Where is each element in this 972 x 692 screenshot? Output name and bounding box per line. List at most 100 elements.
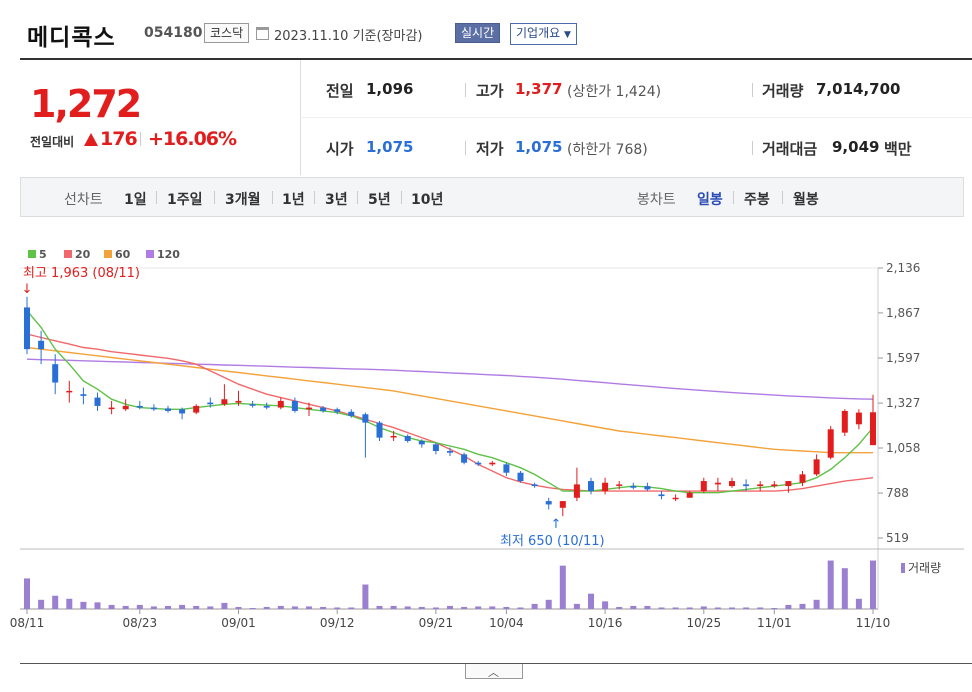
volume-bar bbox=[545, 599, 552, 609]
volume-bar bbox=[827, 560, 834, 609]
legend-swatch bbox=[64, 250, 72, 258]
x-tick-label: 11/01 bbox=[757, 616, 792, 630]
volume-bar bbox=[390, 605, 397, 609]
realtime-button[interactable]: 실시간 bbox=[455, 23, 501, 43]
prev-close-value: 1,096 bbox=[366, 80, 414, 98]
period-1d[interactable]: 1일 bbox=[124, 192, 147, 208]
volume-bar bbox=[165, 605, 171, 609]
candle-body bbox=[602, 482, 609, 492]
low-label: 저가 bbox=[476, 140, 504, 158]
volume-bar bbox=[616, 606, 623, 609]
candle-body bbox=[249, 404, 256, 406]
candle-body bbox=[348, 411, 355, 416]
candle-body bbox=[588, 481, 594, 492]
volume-label: 거래량 bbox=[762, 82, 804, 100]
candle-daily[interactable]: 일봉 bbox=[697, 192, 723, 208]
high-annotation: 최고 1,963 (08/11) bbox=[23, 266, 140, 281]
candle-body bbox=[263, 405, 270, 408]
market-badge: 코스닥 bbox=[204, 23, 250, 43]
volume-bar bbox=[291, 606, 298, 609]
volume-bar bbox=[38, 599, 45, 609]
period-separator bbox=[733, 191, 734, 204]
candle-body bbox=[841, 410, 848, 433]
candle-body bbox=[489, 462, 496, 465]
chevron-down-icon: ▼ bbox=[564, 30, 571, 40]
period-separator bbox=[314, 191, 315, 204]
candle-body bbox=[38, 340, 45, 350]
volume-bar bbox=[644, 605, 651, 609]
volume-bar bbox=[94, 602, 101, 609]
legend-label: 120 bbox=[157, 248, 180, 261]
period-separator bbox=[272, 191, 273, 204]
volume-bar bbox=[221, 602, 228, 609]
candle-body bbox=[573, 484, 580, 498]
candle-weekly[interactable]: 주봉 bbox=[744, 192, 770, 208]
company-info-dropdown[interactable]: 기업개요 ▼ bbox=[510, 23, 577, 45]
volume-bar bbox=[461, 606, 468, 609]
candle-body bbox=[150, 407, 157, 410]
open-label: 시가 bbox=[326, 140, 354, 158]
period-bar bbox=[20, 177, 964, 217]
lower-limit: (하한가 768) bbox=[567, 142, 648, 158]
volume-bar bbox=[531, 603, 538, 609]
volume-bar bbox=[447, 605, 453, 609]
line-chart-label: 선차트 bbox=[64, 192, 103, 208]
volume-bar bbox=[249, 607, 256, 609]
candle-monthly[interactable]: 월봉 bbox=[793, 192, 819, 208]
candle-body bbox=[80, 394, 87, 396]
candle-body bbox=[545, 501, 552, 505]
period-1y[interactable]: 1년 bbox=[282, 192, 305, 208]
period-5y[interactable]: 5년 bbox=[368, 192, 391, 208]
ma60-line bbox=[26, 346, 873, 454]
high-arrow-icon: ↓ bbox=[22, 282, 33, 297]
volume-bar bbox=[700, 606, 707, 609]
x-tick-label: 08/11 bbox=[10, 616, 45, 630]
change-percent: +16.06% bbox=[148, 128, 237, 150]
candle-body bbox=[165, 408, 171, 411]
legend-label: 60 bbox=[115, 248, 131, 261]
candle-body bbox=[870, 412, 876, 446]
x-tick-label: 09/21 bbox=[419, 616, 454, 630]
legend-label: 5 bbox=[39, 248, 47, 261]
up-triangle-icon bbox=[84, 133, 98, 146]
chevron-up-icon: ︿ bbox=[488, 666, 499, 679]
candle-body bbox=[503, 464, 510, 473]
candle-body bbox=[52, 364, 59, 383]
candle-body bbox=[757, 484, 764, 487]
candle-body bbox=[827, 429, 834, 458]
high-label: 고가 bbox=[476, 82, 504, 100]
candle-body bbox=[461, 454, 468, 463]
candle-body bbox=[672, 497, 679, 500]
volume-bar bbox=[870, 560, 876, 609]
period-10y[interactable]: 10년 bbox=[411, 192, 444, 208]
ma5-line bbox=[26, 310, 874, 494]
candle-body bbox=[390, 435, 397, 438]
period-3y[interactable]: 3년 bbox=[325, 192, 348, 208]
period-separator bbox=[156, 191, 157, 204]
candle-body bbox=[785, 481, 792, 487]
change-value: 176 bbox=[100, 128, 138, 150]
y-tick-label: 2,136 bbox=[886, 261, 920, 275]
base-date: 2023.11.10 기준(장마감) bbox=[274, 29, 423, 44]
volume-bar bbox=[573, 603, 580, 609]
candle-body bbox=[122, 405, 129, 410]
volume-bar bbox=[66, 598, 73, 609]
period-3m[interactable]: 3개월 bbox=[225, 192, 261, 208]
volume-bar bbox=[771, 607, 778, 609]
period-1w[interactable]: 1주일 bbox=[167, 192, 203, 208]
x-tick-label: 09/01 bbox=[221, 616, 256, 630]
x-tick-label: 10/04 bbox=[489, 616, 524, 630]
stock-code: 054180 bbox=[144, 25, 203, 41]
candle-body bbox=[136, 405, 143, 408]
candle-body bbox=[320, 407, 327, 411]
volume-bar bbox=[52, 595, 59, 609]
low-annotation: 최저 650 (10/11) bbox=[500, 534, 605, 549]
volume-bar bbox=[24, 578, 30, 609]
candle-body bbox=[24, 307, 30, 350]
candle-body bbox=[306, 407, 312, 410]
candle-body bbox=[630, 486, 637, 488]
y-tick-label: 1,597 bbox=[886, 351, 920, 365]
volume-bar bbox=[489, 606, 496, 609]
volume-bar bbox=[404, 606, 411, 609]
fold-toggle[interactable] bbox=[465, 664, 523, 679]
